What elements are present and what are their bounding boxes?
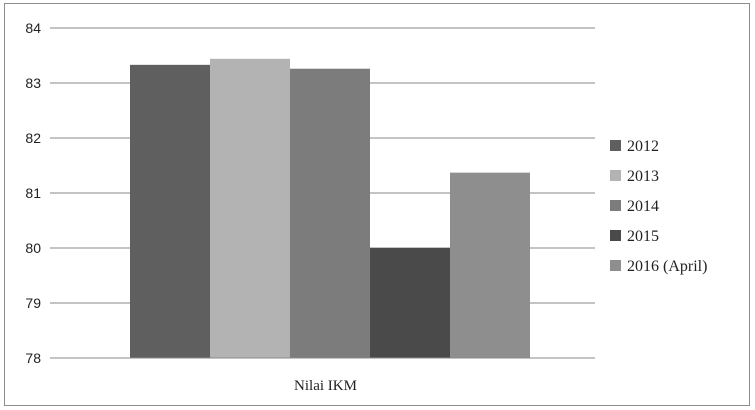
y-axis-tick-labels: 78 79 80 81 82 83 84	[25, 20, 41, 366]
legend-label: 2014	[627, 198, 659, 215]
bar-2014	[290, 68, 370, 358]
legend-label: 2015	[627, 228, 659, 245]
y-tick-label: 82	[25, 130, 41, 146]
legend-swatch	[610, 200, 621, 211]
y-tick-label: 84	[25, 20, 41, 36]
x-category-label: Nilai IKM	[294, 378, 357, 394]
legend-swatch	[610, 140, 621, 151]
y-tick-label: 78	[25, 350, 41, 366]
bar-2015	[370, 248, 450, 358]
legend-label: 2012	[627, 138, 659, 155]
y-tick-label: 79	[25, 295, 41, 311]
bars	[130, 58, 530, 359]
x-axis-category-labels: Nilai IKM	[294, 378, 357, 394]
y-tick-label: 83	[25, 75, 41, 91]
legend-label: 2013	[627, 168, 659, 185]
legend-swatch	[610, 230, 621, 241]
legend-label: 2016 (April)	[627, 258, 707, 275]
y-tick-label: 81	[25, 185, 41, 201]
legend: 2012 2013 2014 2015 2016 (April)	[610, 138, 707, 275]
bar-2013	[210, 58, 290, 359]
bar-2012	[130, 64, 210, 358]
y-tick-label: 80	[25, 240, 41, 256]
legend-swatch	[610, 170, 621, 181]
bar-2016-april	[450, 172, 530, 358]
legend-swatch	[610, 260, 621, 271]
